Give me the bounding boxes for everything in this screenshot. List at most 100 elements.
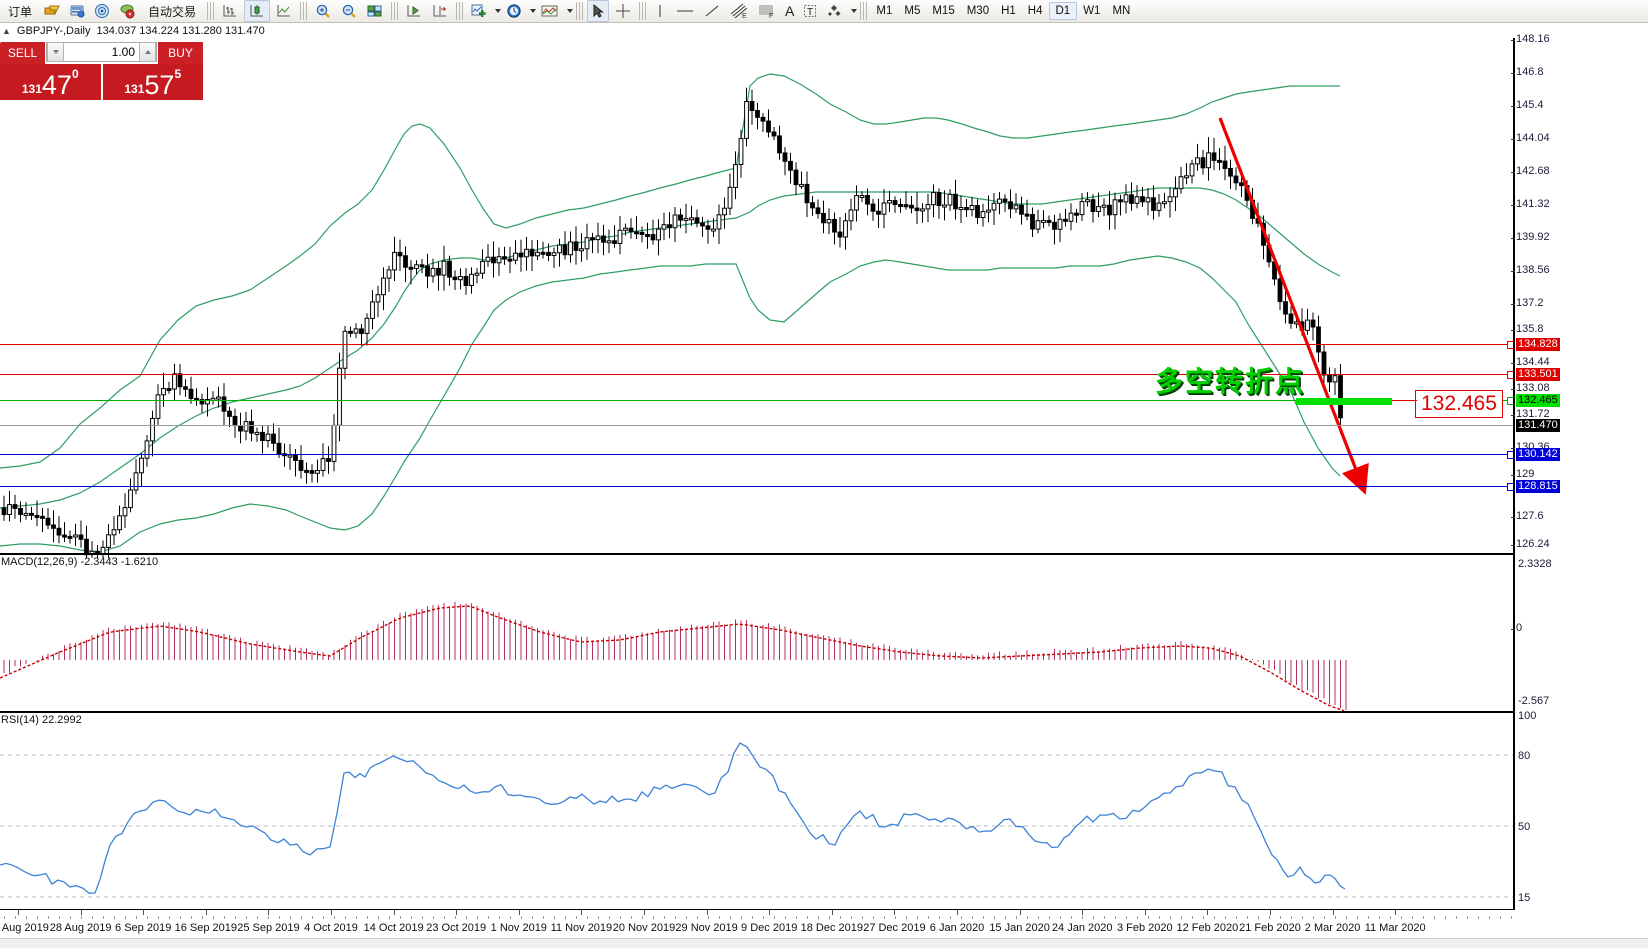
buy-price-main: 57 (144, 70, 175, 100)
date-label: 2 Mar 2020 (1304, 922, 1361, 934)
market-icon[interactable] (116, 1, 139, 21)
level-line-132465[interactable] (0, 400, 1513, 401)
date-minor-tick (631, 916, 632, 919)
price-tick: 144.04 (1511, 132, 1550, 144)
level-line-128815[interactable] (0, 486, 1513, 487)
terminal-icon[interactable] (66, 1, 89, 21)
date-minor-tick (378, 916, 379, 919)
volume-input[interactable]: 1.00 (111, 45, 135, 59)
date-minor-tick (587, 916, 588, 919)
shapes-dropdown-arrow[interactable] (851, 9, 858, 13)
timeframe-h1[interactable]: H1 (1001, 5, 1016, 17)
text-icon[interactable]: A (785, 3, 795, 19)
toolbar-separator (456, 2, 464, 20)
date-minor-tick (653, 916, 654, 919)
date-label: 27 Dec 2019 (863, 922, 926, 934)
fibonacci-retracement-icon[interactable]: F (754, 1, 780, 21)
period-dropdown-arrow[interactable] (530, 9, 537, 13)
orders-menu-button[interactable]: 订单 (1, 1, 39, 21)
chart-canvas[interactable]: 多空转折点 MACD(12,26,9) -2.3443 -1.6210 RSI(… (0, 38, 1515, 909)
date-tick (393, 910, 395, 915)
templates-icon[interactable] (537, 1, 563, 21)
price-tag-133501[interactable]: 133.501 (1516, 368, 1560, 381)
main-toolbar: 订单 自动交易 (0, 0, 1648, 23)
date-tick (1395, 910, 1397, 915)
timeframe-m30[interactable]: M30 (966, 5, 990, 17)
candlestick-series (1, 87, 1343, 558)
support-zone-highlight[interactable] (1296, 398, 1392, 405)
sell-price-display[interactable]: 131 47 0 (0, 64, 101, 100)
order-panel-prices: 131 47 0 131 57 5 (0, 64, 203, 100)
rsi-tick-15: 15 (1518, 892, 1531, 904)
candlestick-chart-icon[interactable] (244, 0, 271, 22)
timeframe-mn[interactable]: MN (1112, 5, 1131, 17)
date-minor-tick (796, 916, 797, 919)
timeframe-m15[interactable]: M15 (932, 5, 955, 17)
date-tick (644, 910, 645, 915)
crosshair-icon[interactable] (611, 1, 635, 21)
trendline-icon[interactable] (700, 1, 724, 21)
add-indicator-icon[interactable] (467, 1, 491, 21)
shapes-icon[interactable] (823, 1, 847, 21)
macd-indicator-label: MACD(12,26,9) -2.3443 -1.6210 (1, 556, 159, 568)
macd-tick-top: 2.3328 (1518, 558, 1552, 570)
level-line-133501[interactable] (0, 374, 1513, 375)
price-tag-128815[interactable]: 128.815 (1516, 480, 1560, 493)
date-minor-tick (279, 916, 280, 919)
level-line-130142[interactable] (0, 454, 1513, 455)
price-tag-130142[interactable]: 130.142 (1516, 448, 1560, 461)
zoom-in-icon[interactable] (311, 1, 335, 21)
zoom-out-icon[interactable] (337, 1, 361, 21)
equidistant-channel-icon[interactable]: E (726, 1, 752, 21)
timeframe-m1[interactable]: M1 (876, 5, 893, 17)
text-label-icon[interactable]: T (799, 1, 821, 21)
timeframe-w1[interactable]: W1 (1083, 5, 1101, 17)
price-tag-134828[interactable]: 134.828 (1516, 338, 1560, 351)
bar-chart-icon[interactable] (218, 1, 242, 21)
sell-button[interactable]: SELL (0, 42, 45, 64)
date-tick (957, 910, 958, 915)
pointer-icon[interactable] (587, 0, 610, 22)
auto-scroll-icon[interactable] (402, 1, 426, 21)
volume-decrease-button[interactable] (47, 42, 64, 62)
autotrade-button[interactable]: 自动交易 (141, 1, 203, 21)
timeframe-m5[interactable]: M5 (904, 5, 921, 17)
level-line-134828[interactable] (0, 344, 1513, 345)
chart-annotation-text[interactable]: 多空转折点 (1155, 365, 1306, 398)
buy-price-display[interactable]: 131 57 5 (100, 64, 203, 100)
date-minor-tick (411, 916, 412, 919)
downtrend-line[interactable] (1218, 117, 1369, 495)
date-minor-tick (851, 916, 852, 919)
volume-increase-button[interactable] (139, 42, 156, 62)
line-chart-icon[interactable] (272, 1, 296, 21)
add-indicator-dropdown-arrow[interactable] (495, 9, 502, 13)
date-tick (1207, 910, 1209, 915)
period-clock-icon[interactable] (502, 1, 526, 21)
timeframe-h4[interactable]: H4 (1027, 5, 1043, 17)
templates-dropdown-arrow[interactable] (567, 9, 574, 13)
date-minor-tick (1489, 916, 1490, 919)
date-tick (831, 910, 833, 915)
date-minor-tick (1247, 916, 1248, 919)
vertical-line-icon[interactable] (650, 1, 670, 21)
tile-windows-icon[interactable] (363, 1, 387, 21)
date-tick (581, 910, 583, 915)
date-minor-tick (1500, 916, 1501, 919)
folder-icon[interactable] (41, 1, 64, 21)
date-minor-tick (686, 916, 687, 919)
date-minor-tick (1280, 916, 1281, 919)
signals-icon[interactable] (91, 1, 114, 21)
chart-shift-icon[interactable] (428, 1, 452, 21)
date-minor-tick (1379, 916, 1380, 919)
timeframe-d1[interactable]: D1 (1048, 2, 1078, 20)
date-minor-tick (136, 916, 137, 919)
price-panel (0, 73, 1369, 558)
buy-button[interactable]: BUY (158, 42, 203, 64)
volume-stepper[interactable]: 1.00 (46, 42, 157, 62)
price-tag-132465[interactable]: 132.465 (1516, 394, 1560, 407)
horizontal-line-icon[interactable] (672, 1, 698, 21)
date-label: 19 Aug 2019 (0, 922, 49, 934)
price-callout-132465[interactable]: 132.465 (1415, 390, 1503, 418)
price-scale[interactable]: 148.16 146.8 145.4 144.04 142.68 141.32 … (1510, 0, 1648, 947)
date-minor-tick (675, 916, 676, 919)
